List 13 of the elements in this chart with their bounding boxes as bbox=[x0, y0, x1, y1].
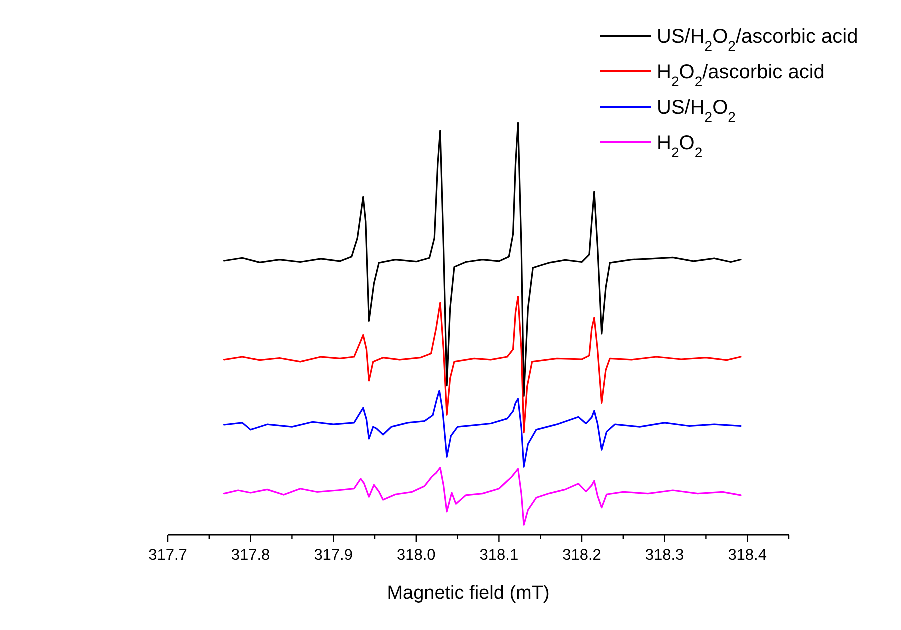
x-tick-label: 318.4 bbox=[728, 547, 768, 564]
x-tick-label: 318.3 bbox=[645, 547, 684, 564]
x-tick-label: 318.1 bbox=[480, 547, 519, 564]
x-tick-label: 317.8 bbox=[231, 547, 270, 564]
x-tick-label: 317.9 bbox=[314, 547, 353, 564]
x-axis-title: Magnetic field (mT) bbox=[387, 583, 550, 604]
x-tick-label: 317.7 bbox=[148, 547, 188, 564]
x-tick-label: 318.2 bbox=[562, 547, 602, 564]
legend-label: US/H$_{2}$O$_{2}$/ascorbic acid bbox=[657, 26, 858, 54]
x-tick-label: 318.0 bbox=[397, 547, 436, 564]
legend-label: US/H$_{2}$O$_{2}$ bbox=[657, 97, 736, 125]
legend-label: H$_{2}$O$_{2}$ bbox=[657, 132, 703, 160]
legend-label: H$_{2}$O$_{2}$/ascorbic acid bbox=[657, 62, 825, 90]
